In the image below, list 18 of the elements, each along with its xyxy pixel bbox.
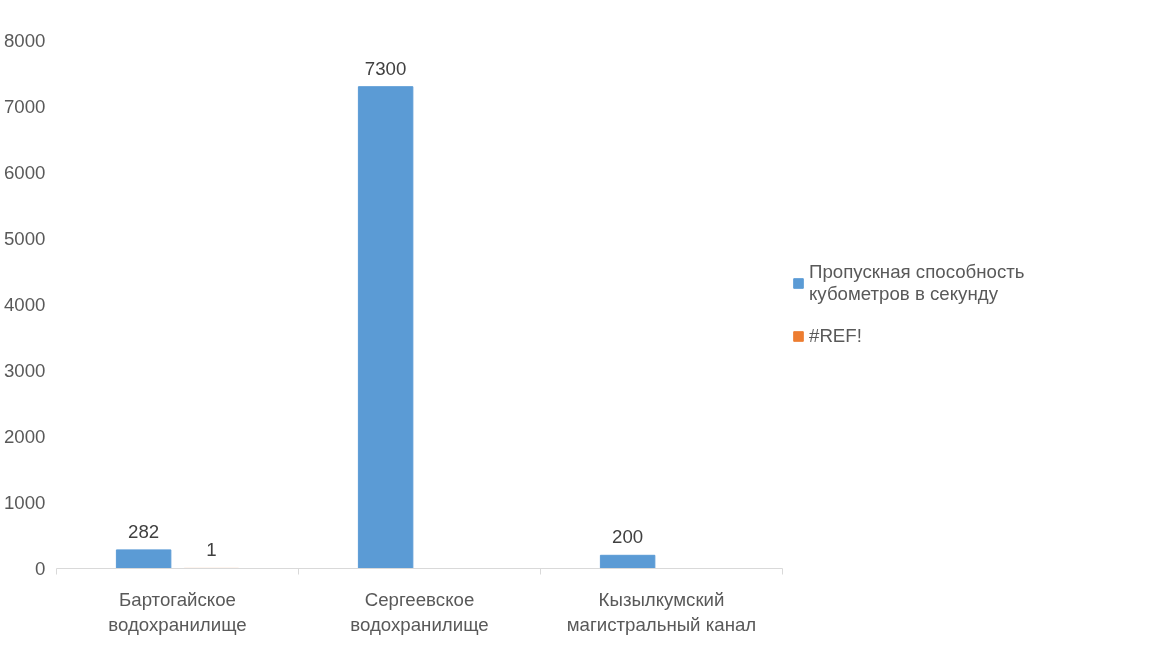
y-tick-label: 6000 bbox=[4, 162, 46, 183]
legend-label: Пропускная способность кубометров в секунду bbox=[809, 261, 1025, 305]
y-tick-label: 5000 bbox=[4, 228, 46, 249]
y-tick-label: 8000 bbox=[4, 30, 46, 51]
x-tick-label: Бартогайское водохранилище bbox=[108, 588, 247, 635]
data-label: 7300 bbox=[364, 57, 407, 79]
y-tick-label: 7000 bbox=[4, 96, 46, 117]
y-tick-label: 1000 bbox=[4, 492, 46, 513]
y-tick-label: 2000 bbox=[4, 426, 46, 447]
x-tick-label: Сергеевское водохранилище bbox=[350, 588, 489, 635]
legend-label: #REF! bbox=[809, 325, 862, 347]
y-tick-label: 3000 bbox=[4, 360, 46, 381]
y-tick-label: 4000 bbox=[4, 294, 46, 315]
y-tick-label: 0 bbox=[35, 558, 46, 579]
data-label: 282 bbox=[128, 520, 160, 542]
x-tick-label: Кызылкумский магистральный канал bbox=[566, 588, 757, 635]
data-label: 200 bbox=[612, 526, 644, 548]
data-label: 1 bbox=[206, 539, 217, 561]
